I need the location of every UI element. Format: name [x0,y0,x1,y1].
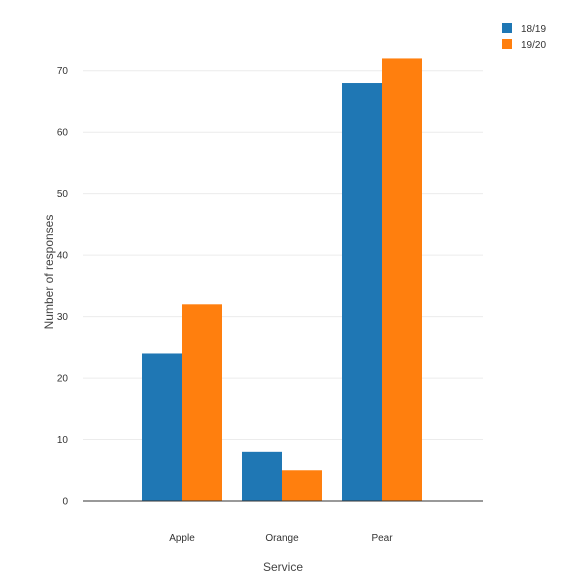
y-tick-label: 50 [57,189,69,200]
y-axis-title: Number of responses [42,215,56,330]
x-tick-labels: Apple Orange Pear [169,533,393,544]
y-tick-label: 30 [57,312,69,323]
bar-18-19-orange [242,451,282,501]
x-tick-label: Apple [169,533,195,544]
bar-18-19-apple [142,353,182,501]
bar-19-20-pear [382,58,422,501]
legend-swatch [502,23,512,33]
y-tick-label: 60 [57,128,69,139]
bar-19-20-orange [282,470,322,501]
legend: 18/19 19/20 [502,23,546,51]
bar-18-19-pear [342,83,382,501]
y-tick-label: 10 [57,435,69,446]
y-tick-label: 40 [57,251,69,262]
legend-label: 19/20 [521,40,546,51]
x-tick-label: Orange [265,533,299,544]
bar-19-20-apple [182,304,222,501]
bars [142,58,422,501]
y-tick-labels: 0 10 20 30 40 50 60 70 [57,66,69,507]
y-tick-label: 70 [57,66,69,77]
legend-label: 18/19 [521,24,546,35]
y-tick-label: 20 [57,374,69,385]
x-tick-label: Pear [371,533,393,544]
y-tick-label: 0 [62,497,68,508]
legend-swatch [502,39,512,49]
x-axis-title: Service [263,560,303,574]
